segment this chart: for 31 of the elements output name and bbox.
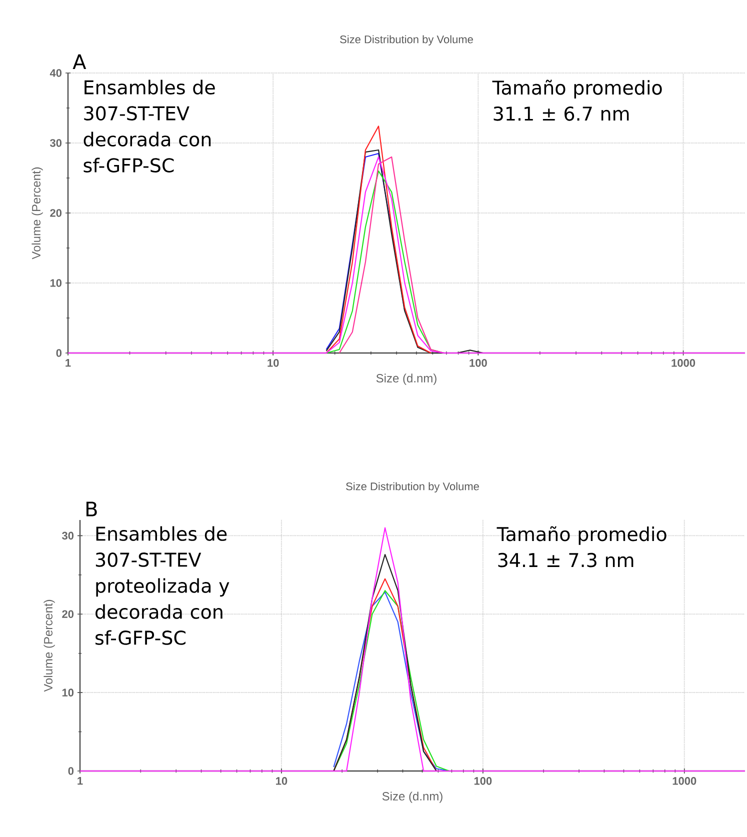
y-tick-label: 0 bbox=[56, 349, 62, 357]
line-series bbox=[338, 156, 444, 354]
y-tick-label: 0 bbox=[68, 767, 74, 775]
x-axis-title: Size (d.nm) bbox=[382, 792, 442, 803]
x-tick-label: 1 bbox=[66, 359, 71, 367]
y-tick-label: 10 bbox=[62, 688, 74, 696]
text: A bbox=[72, 54, 86, 69]
x-tick-label: 1 bbox=[78, 777, 83, 785]
y-tick-label: 10 bbox=[50, 279, 62, 287]
chart-title: Size Distribution by Volume bbox=[346, 482, 479, 492]
y-tick-label: 20 bbox=[50, 209, 62, 217]
annotation: Tamaño promedio 31.1 ± 6.7 nm bbox=[492, 80, 662, 121]
y-tick-label: 20 bbox=[62, 610, 74, 618]
y-axis-title: Volume (Percent) bbox=[44, 600, 55, 692]
y-axis-title: Volume (Percent) bbox=[32, 167, 43, 260]
x-tick-label: 10 bbox=[276, 777, 288, 785]
line-series bbox=[326, 126, 432, 354]
x-tick-label: 1000 bbox=[672, 359, 696, 367]
y-tick-label: 30 bbox=[50, 139, 62, 147]
chart-title: Size Distribution by Volume bbox=[340, 35, 473, 46]
x-tick-label: 100 bbox=[470, 359, 487, 367]
text: B bbox=[86, 502, 97, 516]
annotation: Ensambles de 307-ST-TEV proteolizada y decorada con sf-GFP-SC bbox=[96, 526, 230, 645]
x-tick-label: 1000 bbox=[672, 777, 696, 785]
y-tick-label: 40 bbox=[50, 69, 62, 77]
x-axis-title: Size (d.nm) bbox=[376, 374, 436, 385]
y-tick-label: 30 bbox=[62, 532, 74, 540]
annotation: Ensambles de 307-ST-TEV decorada con sf-GFP-SC bbox=[84, 80, 215, 172]
annotation: Tamaño promedio 34.1 ± 7.3 nm bbox=[496, 526, 666, 568]
x-tick-label: 100 bbox=[474, 777, 492, 785]
x-tick-label: 10 bbox=[268, 359, 279, 367]
